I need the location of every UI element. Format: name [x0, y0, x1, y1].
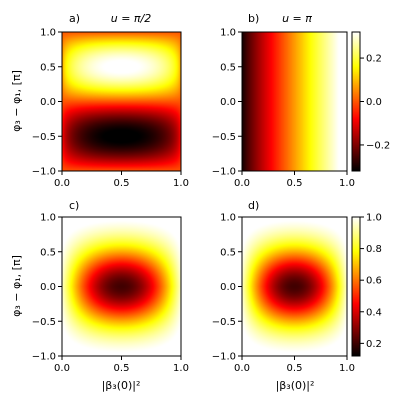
ytick-label: 0.0	[220, 282, 236, 293]
panel-title-a: u = π/2	[111, 12, 152, 25]
xtick-label: 0.5	[287, 178, 303, 189]
colorbar-tick-label: 0.6	[366, 276, 382, 287]
colorbar-tick-label: 0.2	[366, 339, 382, 350]
colorbar-frame-d	[351, 216, 361, 357]
yticks-a: −1.0 −0.5 0.0 0.5 1.0	[32, 28, 62, 178]
ytick-label: 0.5	[220, 62, 236, 73]
xtick-label: 0.0	[54, 178, 70, 189]
colorbar-tick-label: 0.4	[366, 307, 382, 318]
xtick-label: 1.0	[339, 178, 355, 189]
xtick-label: 0.0	[234, 178, 250, 189]
xtick-label: 0.0	[234, 363, 250, 374]
colorbar-tick-label: 1.0	[366, 213, 382, 224]
panel-label-c: c)	[69, 199, 79, 212]
ytick-label: −0.5	[212, 317, 236, 328]
panel-a: a) u = π/2 −1.0 −0.5 0.0 0.5 1.0 0.0 0.5 1.0	[32, 12, 189, 189]
ytick-label: −0.5	[32, 317, 56, 328]
panel-label-b: b)	[248, 12, 259, 25]
yticks-c: −1.0 −0.5 0.0 0.5 1.0	[32, 213, 62, 363]
panel-d: d) −1.0−0.50.00.51.0 0.0 0.5 1.0 |β₃(0)|² …	[212, 199, 382, 392]
ylabel-top: φ₃ − φ₁, [π]	[10, 70, 23, 132]
ytick-label: −1.0	[32, 167, 56, 178]
xtick-label: 0.5	[287, 363, 303, 374]
xtick-label: 0.5	[114, 178, 130, 189]
colorbar-tick-label: −0.2	[366, 140, 390, 151]
ytick-label: −0.5	[212, 132, 236, 143]
xticks-c: 0.0 0.5 1.0	[54, 356, 189, 374]
ylabel-bottom: φ₃ − φ₁, [π]	[10, 255, 23, 317]
ytick-label: 1.0	[220, 28, 236, 39]
ytick-label: −1.0	[32, 352, 56, 363]
ytick-label: 0.0	[220, 97, 236, 108]
ytick-label: 1.0	[220, 213, 236, 224]
xtick-label: 0.0	[54, 363, 70, 374]
ytick-label: 1.0	[40, 213, 56, 224]
panel-label-d: d)	[248, 199, 259, 212]
ytick-label: 0.5	[40, 62, 56, 73]
ytick-label: 0.5	[220, 247, 236, 258]
xlabel-d: |β₃(0)|²	[276, 379, 315, 392]
colorbar-tick-label: 0.2	[366, 54, 382, 65]
colorbar-tick-label: 0.0	[366, 97, 382, 108]
ytick-label: 0.0	[40, 282, 56, 293]
panel-c: c) −1.0 −0.5 0.0 0.5 1.0 0.0 0.5 1.0 |β₃(0)|²	[32, 199, 189, 392]
colorbar-ticks-b: 0.2 0.0 −0.2	[360, 54, 390, 151]
xticks-d: 0.0 0.5 1.0	[234, 356, 355, 374]
colorbar-d	[352, 217, 360, 356]
xlabel-c: |β₃(0)|²	[102, 379, 141, 392]
xticks-a: 0.0 0.5 1.0	[54, 171, 189, 189]
colorbar-ticks-d: 1.0 0.8 0.6 0.4 0.2	[360, 213, 382, 350]
heatmap-d	[242, 217, 347, 356]
ytick-label: −0.5	[32, 132, 56, 143]
xtick-label: 0.5	[114, 363, 130, 374]
ytick-label: 0.0	[40, 97, 56, 108]
yticks-d: −1.0 −0.5 0.0 0.5 1.0	[212, 213, 242, 363]
xtick-label: 1.0	[173, 363, 189, 374]
colorbar-tick-label: 0.8	[366, 244, 382, 255]
yticks-b: −1.0 −0.5 0.0 0.5 1.0	[212, 28, 242, 178]
xtick-label: 1.0	[173, 178, 189, 189]
ytick-label: 0.5	[40, 247, 56, 258]
ytick-label: −1.0	[212, 352, 236, 363]
ytick-label: 1.0	[40, 28, 56, 39]
xtick-label: 1.0	[339, 363, 355, 374]
colorbar-b	[352, 32, 360, 171]
ytick-label: −1.0	[212, 167, 236, 178]
heatmap-a	[62, 32, 181, 171]
heatmap-b	[242, 32, 347, 171]
xticks-b: 0.0 0.5 1.0	[234, 171, 355, 189]
panel-b: b) u = π −1.0 −0.5 0.0 0.5 1.0 0.0 0.5 1.0 0.2…	[212, 12, 391, 189]
panel-label-a: a)	[69, 12, 80, 25]
heatmap-c	[62, 217, 181, 356]
panel-title-b: u = π	[282, 12, 312, 25]
